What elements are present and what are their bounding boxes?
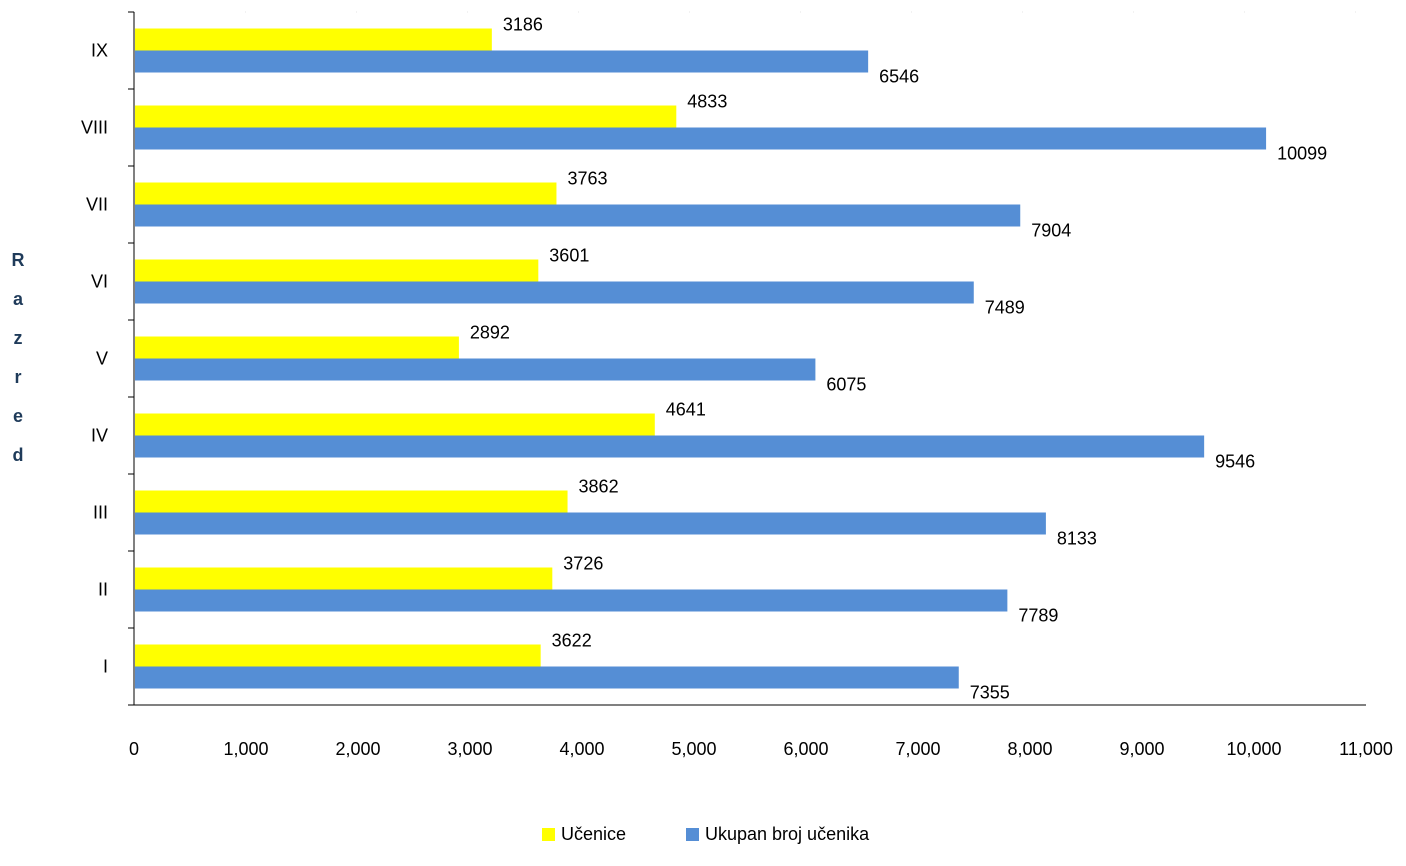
data-label: 3601 (549, 246, 589, 266)
x-tick-label: 8,000 (1007, 739, 1052, 759)
data-label: 3186 (503, 15, 543, 35)
x-tick-label: 10,000 (1226, 739, 1281, 759)
x-tick-label: 4,000 (559, 739, 604, 759)
bar-ucenice (135, 490, 568, 513)
y-tick-label: V (96, 349, 108, 369)
data-label: 3862 (579, 477, 619, 497)
data-label: 7904 (1031, 221, 1071, 241)
legend-swatch (542, 828, 555, 841)
data-label: 7789 (1018, 606, 1058, 626)
data-label: 4641 (666, 400, 706, 420)
data-label: 7355 (970, 683, 1010, 703)
bar-ukupno (135, 358, 816, 381)
x-tick-label: 9,000 (1119, 739, 1164, 759)
x-tick-label: 11,000 (1339, 739, 1393, 759)
y-axis-label-letter: r (14, 367, 22, 387)
bar-ukupno (135, 435, 1205, 458)
bar-ukupno (135, 666, 959, 689)
bar-ukupno (135, 204, 1021, 227)
data-label: 6546 (879, 67, 919, 87)
x-tick-label: 7,000 (895, 739, 940, 759)
y-tick-label: VII (86, 195, 108, 215)
y-tick-label: IV (91, 426, 108, 446)
y-tick-label: VI (91, 272, 108, 292)
bar-ucenice (135, 105, 677, 128)
data-label: 6075 (826, 375, 866, 395)
y-axis-label-letter: e (12, 406, 23, 426)
y-tick-label: IX (91, 41, 108, 61)
bar-ucenice (135, 644, 541, 667)
x-tick-label: 5,000 (671, 739, 716, 759)
bar-ucenice (135, 182, 557, 205)
y-axis-label-letter: d (12, 445, 24, 465)
legend-label: Ukupan broj učenika (705, 824, 870, 844)
data-label: 10099 (1277, 144, 1327, 164)
data-label: 8133 (1057, 529, 1097, 549)
bar-ucenice (135, 336, 459, 359)
bar-ukupno (135, 281, 974, 304)
y-tick-label: III (93, 503, 108, 523)
bar-ukupno (135, 127, 1267, 150)
x-tick-label: 3,000 (447, 739, 492, 759)
data-label: 7489 (985, 298, 1025, 318)
bar-ucenice (135, 28, 492, 51)
bar-ukupno (135, 589, 1008, 612)
bar-ucenice (135, 567, 553, 590)
bar-ukupno (135, 50, 869, 73)
x-tick-label: 2,000 (335, 739, 380, 759)
x-tick-label: 0 (129, 739, 139, 759)
data-label: 9546 (1215, 452, 1255, 472)
y-axis-label-letter: R (11, 250, 25, 270)
data-label: 4833 (687, 92, 727, 112)
y-tick-label: VIII (81, 118, 108, 138)
legend-swatch (686, 828, 699, 841)
data-label: 2892 (470, 323, 510, 343)
y-tick-label: I (103, 657, 108, 677)
x-tick-label: 1,000 (223, 739, 268, 759)
y-axis-label-letter: a (12, 289, 23, 309)
data-label: 3622 (552, 631, 592, 651)
bar-ukupno (135, 512, 1046, 535)
bar-ucenice (135, 413, 655, 436)
data-label: 3726 (563, 554, 603, 574)
y-tick-label: II (98, 580, 108, 600)
legend-label: Učenice (561, 824, 626, 844)
y-axis-label-letter: z (13, 328, 23, 348)
data-label: 3763 (567, 169, 607, 189)
x-tick-label: 6,000 (783, 739, 828, 759)
bar-ucenice (135, 259, 539, 282)
